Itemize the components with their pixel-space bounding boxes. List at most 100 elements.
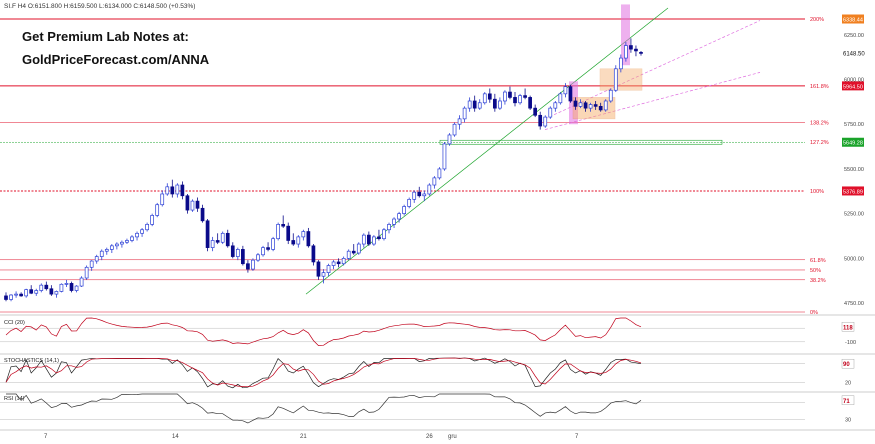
candle-body	[165, 186, 170, 195]
change-text: (+0.53%)	[169, 3, 196, 10]
indicator-title: RSI (14)	[4, 396, 25, 402]
candle-body	[220, 232, 225, 243]
candle-body	[89, 260, 94, 268]
candle-body	[225, 232, 230, 247]
candle-body	[281, 224, 286, 227]
indicator-line	[5, 317, 642, 346]
time-axis: 7 14 21 26 gru 7	[44, 434, 579, 440]
candle-body	[598, 106, 603, 111]
candle-body	[286, 225, 291, 241]
last-price-tag	[842, 48, 866, 58]
candle-body	[14, 293, 18, 296]
candle-body	[130, 236, 134, 241]
candle-body	[603, 100, 608, 111]
candle-body	[155, 204, 160, 216]
candle-body	[94, 256, 99, 262]
y-tick-label: 6000.00	[844, 78, 864, 84]
indicator-value-text: 118	[843, 325, 853, 331]
channel-upper	[544, 20, 761, 120]
candle-body	[367, 234, 371, 245]
orange-zone	[572, 97, 616, 120]
indicator-value-tag	[841, 322, 855, 332]
candle-body	[190, 200, 195, 211]
candle-body	[503, 91, 507, 102]
promo-line-2: GoldPriceForecast.com/ANNA	[22, 52, 210, 67]
fib-price-tag	[842, 81, 864, 91]
x-tick-label: 26	[426, 434, 433, 440]
fib-label: 138.2%	[810, 120, 829, 126]
candle-body	[402, 206, 406, 214]
candle-body	[462, 107, 467, 120]
y-tick-label: 5750.00	[844, 122, 864, 128]
candle-body	[583, 102, 588, 109]
candle-body	[79, 277, 84, 287]
candle-body	[29, 289, 34, 294]
candle-body	[336, 261, 341, 265]
candle-body	[422, 193, 427, 197]
candle-body	[442, 143, 447, 170]
indicator-title: CCI (20)	[4, 320, 25, 326]
x-tick-label: 7	[44, 434, 48, 440]
candle-body	[618, 57, 623, 70]
timeframe-text: H4	[18, 3, 27, 10]
candle-body	[613, 68, 618, 91]
candle-body	[4, 295, 8, 300]
candle-body	[639, 52, 643, 54]
candle-body	[49, 288, 54, 295]
candle-body	[104, 249, 109, 252]
candle-body	[39, 284, 44, 291]
candle-body	[588, 104, 593, 109]
candle-body	[241, 249, 245, 265]
candle-body	[276, 224, 280, 240]
candle-body	[125, 240, 129, 243]
fib-label: 161.8%	[810, 84, 829, 90]
candle-body	[230, 245, 235, 257]
candle-body	[246, 263, 250, 270]
indicator-value-tag	[841, 358, 855, 369]
candle-body	[578, 102, 583, 107]
candle-body	[528, 97, 532, 109]
candle-body	[361, 234, 366, 245]
fib-price-tag	[842, 186, 864, 196]
candle-body	[170, 186, 175, 195]
last-price-text: 6148.50	[843, 51, 865, 57]
candle-body	[99, 250, 104, 257]
candle-body	[558, 93, 563, 104]
candle-body	[235, 249, 240, 257]
candle-body	[150, 215, 155, 225]
candle-body	[140, 229, 144, 234]
candle-body	[34, 290, 39, 294]
indicator-signal-line	[5, 357, 642, 387]
candle-body	[457, 118, 462, 125]
candle-body	[498, 100, 502, 109]
candle-body	[387, 224, 391, 231]
candle-body	[316, 261, 321, 277]
candle-body	[629, 45, 633, 50]
candle-body	[412, 191, 417, 200]
indicator-level-label: -100	[845, 340, 856, 346]
candle-body	[437, 168, 442, 179]
candle-body	[74, 285, 79, 291]
candle-body	[447, 134, 452, 145]
candle-body	[301, 231, 306, 238]
candle-body	[543, 116, 548, 127]
candle-body	[467, 100, 472, 109]
uptrend-line	[305, 7, 669, 295]
candle-body	[296, 236, 301, 245]
candle-body	[608, 89, 613, 102]
candles	[4, 38, 643, 302]
highlight-box	[569, 81, 578, 125]
candle-body	[624, 45, 628, 59]
candle-body	[538, 114, 543, 127]
candle-body	[432, 177, 437, 186]
candle-body	[356, 243, 361, 254]
candle-body	[19, 293, 23, 297]
fib-price-text: 6338.44	[843, 18, 863, 24]
candle-body	[568, 86, 573, 102]
candle-body	[266, 247, 270, 250]
candle-body	[84, 266, 89, 279]
candle-body	[306, 231, 311, 247]
support-band	[439, 139, 723, 145]
